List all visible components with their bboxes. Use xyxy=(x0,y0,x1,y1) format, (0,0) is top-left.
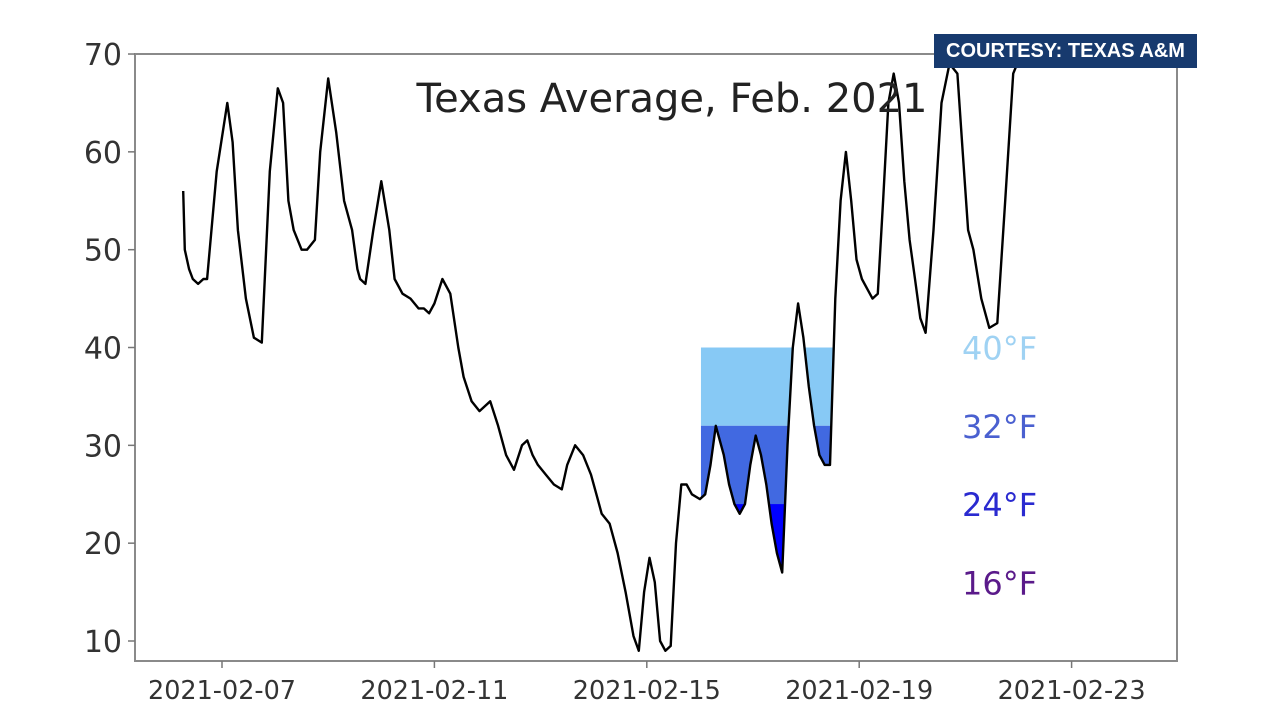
y-tick-label: 10 xyxy=(84,625,122,660)
x-tick-label: 2021-02-19 xyxy=(785,676,933,706)
threshold-label-16: 16°F xyxy=(962,564,1037,602)
x-axis: 2021-02-07 2021-02-11 2021-02-15 2021-02-19… xyxy=(148,661,1146,706)
x-tick-label: 2021-02-23 xyxy=(998,676,1146,706)
y-axis: 10 20 30 40 50 60 70 xyxy=(84,38,135,660)
threshold-bands xyxy=(700,347,967,651)
threshold-label-32: 32°F xyxy=(962,408,1037,446)
y-tick-label: 60 xyxy=(84,136,122,171)
x-tick-label: 2021-02-07 xyxy=(148,676,296,706)
x-tick-label: 2021-02-11 xyxy=(360,676,508,706)
threshold-labels: 40°F 32°F 24°F 16°F xyxy=(962,330,1037,603)
band-24 xyxy=(700,504,967,583)
y-tick-label: 50 xyxy=(84,234,122,269)
band-32 xyxy=(700,425,967,505)
y-tick-label: 30 xyxy=(84,429,122,464)
temperature-line xyxy=(182,53,1023,652)
threshold-label-40: 40°F xyxy=(962,330,1037,368)
threshold-label-24: 24°F xyxy=(962,486,1037,524)
courtesy-badge: COURTESY: TEXAS A&M xyxy=(934,34,1197,68)
chart-title: Texas Average, Feb. 2021 xyxy=(415,76,927,122)
plot-frame xyxy=(134,53,1178,662)
y-tick-label: 20 xyxy=(84,527,122,562)
x-tick-label: 2021-02-15 xyxy=(573,676,721,706)
y-tick-label: 70 xyxy=(84,38,122,73)
y-tick-label: 40 xyxy=(84,332,122,367)
